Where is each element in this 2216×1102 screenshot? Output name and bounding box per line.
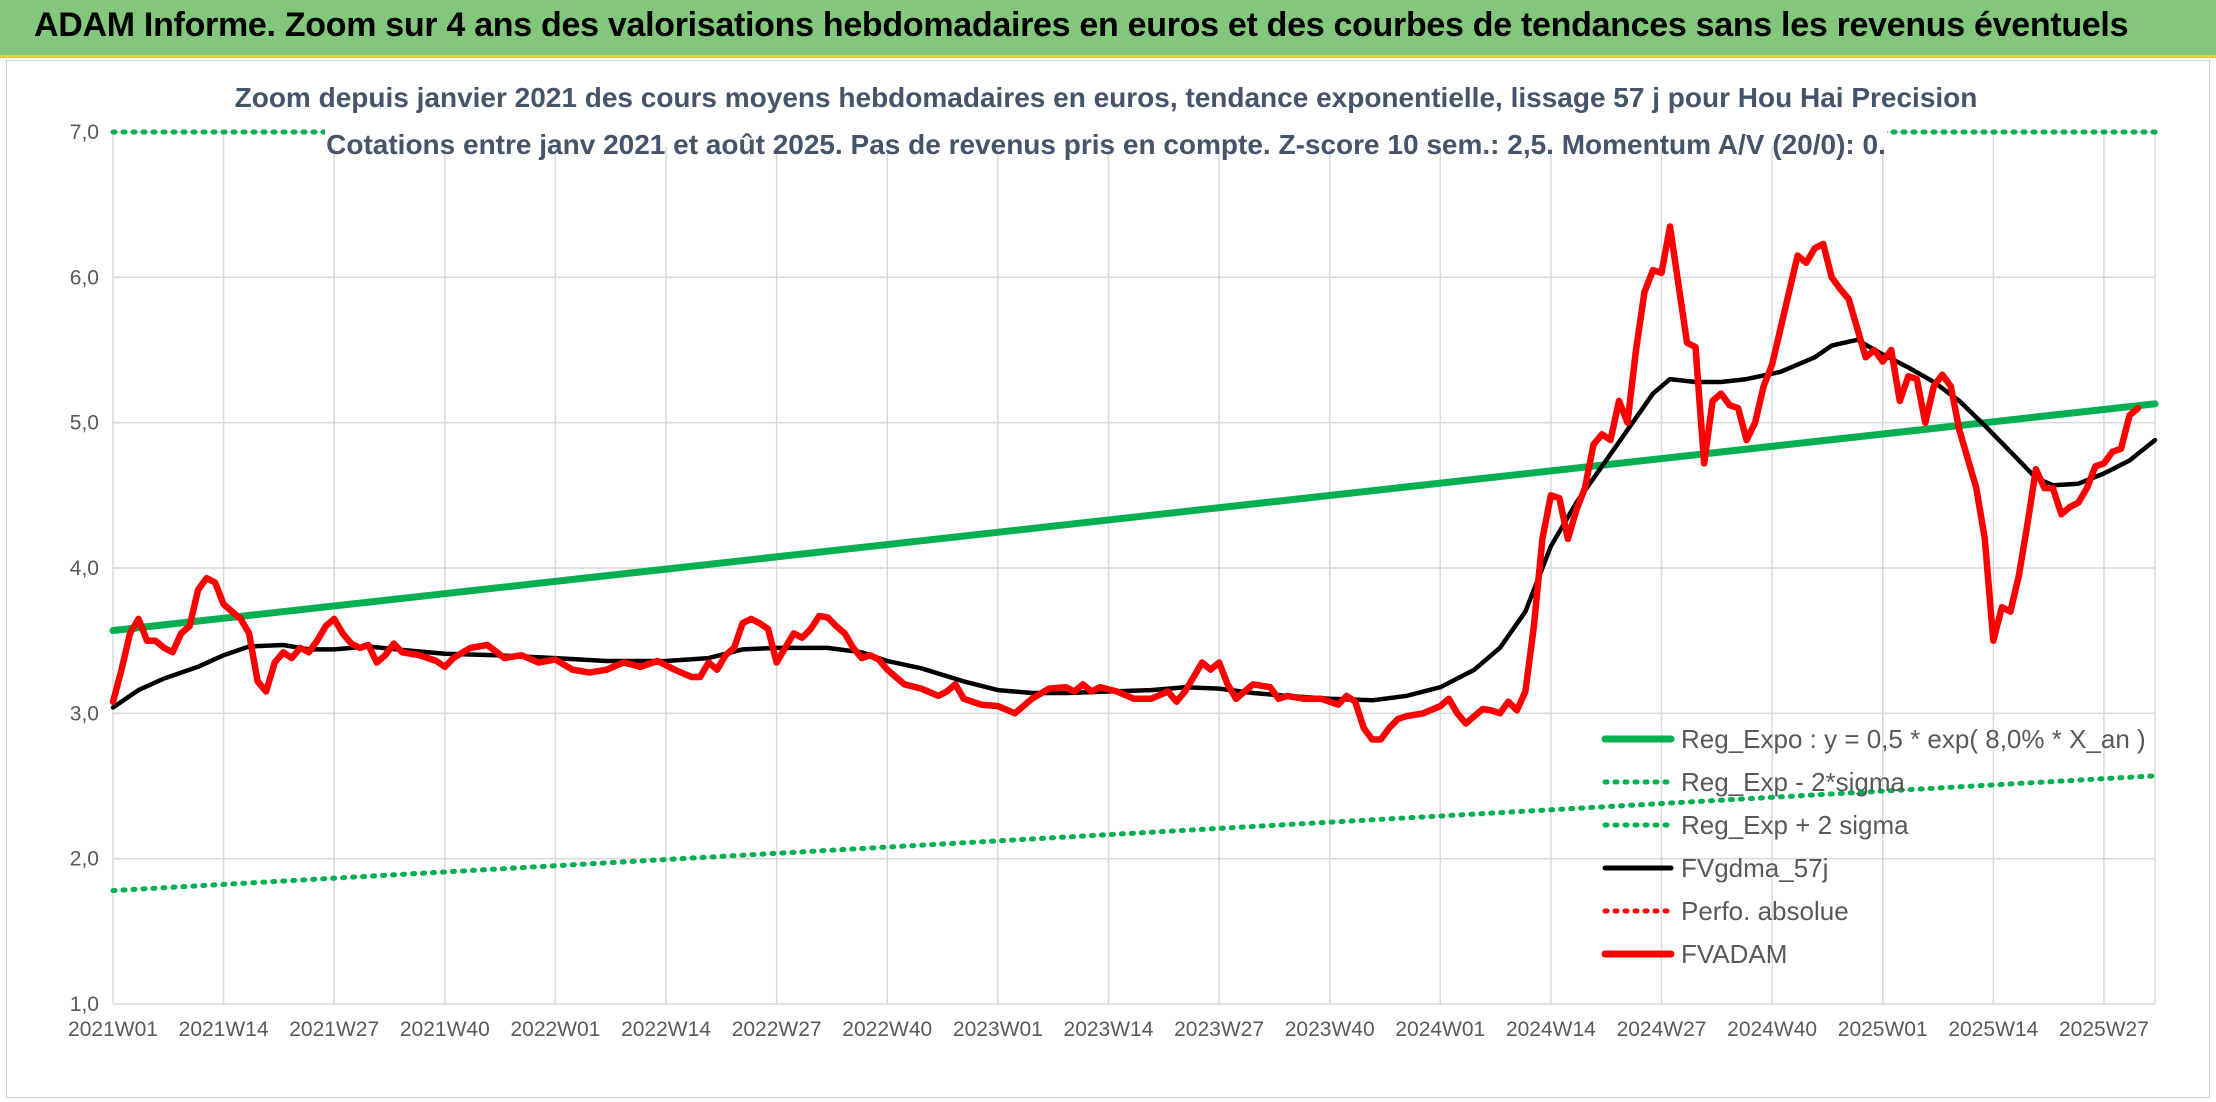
y-tick-label: 3,0 [70,702,99,725]
x-tick-label: 2023W27 [1174,1018,1264,1041]
chart: 1,02,03,04,05,06,07,0 2021W01 2021W14 2021… [68,61,2159,1041]
y-tick-label: 2,0 [70,848,99,871]
x-tick-label: 2025W14 [1948,1018,2038,1041]
y-tick-label: 5,0 [70,412,99,435]
x-tick-label: 2022W14 [621,1018,711,1041]
subtitle-line-2: Cotations entre janv 2021 et août 2025. … [326,129,1886,160]
x-axis: 2021W01 2021W14 2021W27 2021W40 2022W01 2022W… [68,1018,2149,1041]
y-tick-label: 6,0 [70,266,99,289]
legend-label: FVADAM [1681,939,1787,969]
x-tick-label: 2023W01 [953,1018,1043,1041]
page-title: ADAM Informe. Zoom sur 4 ans des valoris… [34,6,2129,44]
legend-label: Reg_Exp + 2 sigma [1681,810,1909,840]
x-tick-label: 2025W01 [1838,1018,1928,1041]
x-tick-label: 2021W01 [68,1018,158,1041]
x-tick-label: 2024W14 [1506,1018,1596,1041]
subtitle-background [325,61,1887,147]
legend-label: Reg_Exp - 2*sigma [1681,767,1906,797]
series-line [109,400,2159,634]
legend-label: Perfo. absolue [1681,896,1849,926]
x-tick-label: 2022W01 [510,1018,600,1041]
x-tick-label: 2023W40 [1285,1018,1375,1041]
chart-subtitle: Zoom depuis janvier 2021 des cours moyen… [235,61,1978,160]
x-tick-label: 2025W27 [2059,1018,2149,1041]
subtitle-line-1: Zoom depuis janvier 2021 des cours moyen… [235,82,1978,113]
y-tick-label: 7,0 [70,121,99,144]
y-axis: 1,0 2,0 3,0 4,0 5,0 6,0 7,0 [70,121,99,1016]
x-tick-label: 2024W27 [1617,1018,1707,1041]
x-tick-label: 2023W14 [1064,1018,1154,1041]
x-tick-label: 2024W40 [1727,1018,1817,1041]
header-bar: ADAM Informe. Zoom sur 4 ans des valoris… [0,0,2216,58]
series-line [109,223,2142,743]
y-tick-label: 4,0 [70,557,99,580]
legend-box [1597,715,2137,977]
series-line [110,773,2158,894]
x-tick-label: 2021W14 [179,1018,269,1041]
legend-label: FVgdma_57j [1681,853,1828,883]
x-tick-label: 2021W27 [289,1018,379,1041]
x-tick-label: 2024W01 [1395,1018,1485,1041]
y-tick-label: 1,0 [70,993,99,1016]
legend: Reg_Expo : y = 0,5 * exp( 8,0% * X_an ) R… [1597,715,2146,977]
chart-frame: 1,0 2,0 3,0 4,0 5,0 6,0 7,0 2021W01 2021W14 2021… [6,60,2210,1098]
x-tick-label: 2022W40 [842,1018,932,1041]
legend-label: Reg_Expo : y = 0,5 * exp( 8,0% * X_an ) [1681,724,2146,754]
x-tick-label: 2022W27 [732,1018,822,1041]
x-tick-label: 2021W40 [400,1018,490,1041]
